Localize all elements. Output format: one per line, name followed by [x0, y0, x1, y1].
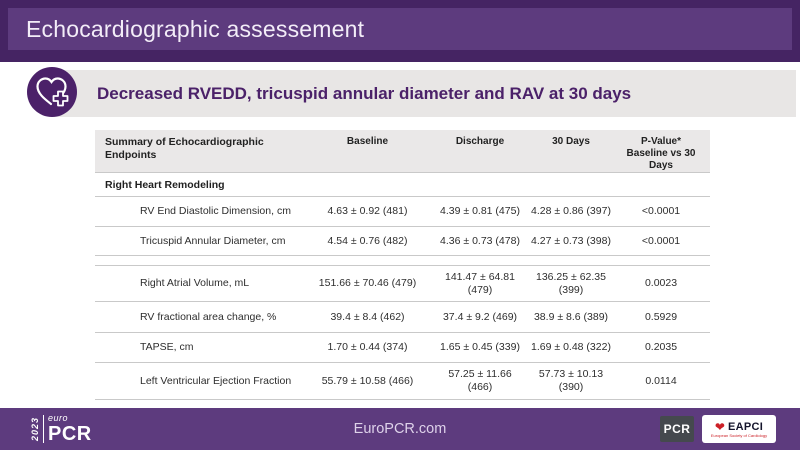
- table-header-cell: Discharge: [455, 136, 505, 147]
- page-title: Echocardiographic assessement: [26, 15, 365, 42]
- table-cell: 151.66 ± 70.46 (479): [318, 277, 417, 290]
- table-row: Right Atrial Volume, mL 151.66 ± 70.46 (4…: [95, 266, 710, 302]
- table-cell: 37.4 ± 9.2 (469): [442, 310, 518, 323]
- table-row: RV End Diastolic Dimension, cm 4.63 ± 0.9…: [95, 197, 710, 227]
- table-cell: 1.70 ± 0.44 (374): [327, 341, 408, 354]
- table-cell: 0.2035: [644, 341, 678, 354]
- eapci-row: ❤ EAPCI: [715, 421, 763, 433]
- table-cell: TAPSE, cm: [140, 341, 194, 354]
- table-cell: 1.69 ± 0.48 (322): [531, 341, 611, 354]
- footer-bar: EuroPCR.com 2023 euro PCR PCR ❤ EAPCI Eu…: [0, 408, 800, 450]
- table-cell: 0.5929: [644, 310, 678, 323]
- table-cell: 4.63 ± 0.92 (481): [327, 205, 408, 218]
- table-cell: 141.47 ± 64.81 (479): [445, 270, 515, 296]
- table-header-cell: P-Value* Baseline vs 30 Days: [626, 136, 696, 171]
- table-row: Tricuspid Annular Diameter, cm 4.54 ± 0.7…: [95, 227, 710, 256]
- table-header-row: Summary of Echocardiographic Endpoints B…: [95, 130, 710, 173]
- pcr-badge: PCR: [660, 416, 694, 442]
- table-cell: Tricuspid Annular Diameter, cm: [140, 234, 286, 247]
- table-header-cell: Summary of Echocardiographic Endpoints: [105, 136, 264, 161]
- table-spacer-row: [95, 256, 710, 266]
- table-cell: 4.36 ± 0.73 (478): [440, 234, 520, 247]
- eapci-name: EAPCI: [727, 420, 764, 433]
- table-cell: Left Ventricular Ejection Fraction: [140, 374, 292, 387]
- table-cell: 1.65 ± 0.45 (339): [440, 341, 520, 354]
- table-cell: 0.0023: [644, 277, 678, 290]
- table-header-cell: 30 Days: [552, 136, 590, 147]
- eapci-heart-icon: ❤: [714, 419, 725, 434]
- table-body: RV End Diastolic Dimension, cm 4.63 ± 0.9…: [95, 197, 710, 400]
- table-cell: 0.0114: [645, 374, 677, 387]
- eapci-tagline: European Society of Cardiology: [710, 432, 768, 438]
- table-cell: 57.25 ± 11.66 (466): [448, 368, 512, 393]
- table-section-row: Right Heart Remodeling: [95, 173, 710, 197]
- table-cell: 38.9 ± 8.6 (389): [533, 310, 609, 323]
- table-cell: Right Atrial Volume, mL: [140, 277, 250, 290]
- section-title: Right Heart Remodeling: [105, 178, 225, 191]
- title-band: Echocardiographic assessement: [0, 0, 800, 62]
- subtitle-text: Decreased RVEDD, tricuspid annular diame…: [97, 83, 632, 103]
- logo-stack: euro PCR: [48, 413, 92, 445]
- logo-year: 2023: [30, 416, 40, 442]
- table-row: Left Ventricular Ejection Fraction 55.79 …: [95, 363, 710, 400]
- table-cell: 4.27 ± 0.73 (398): [531, 234, 611, 247]
- footer-website: EuroPCR.com: [353, 421, 447, 437]
- title-bar: Echocardiographic assessement: [8, 8, 792, 50]
- table-row: RV fractional area change, % 39.4 ± 8.4 (…: [95, 302, 710, 333]
- logo-divider: [43, 415, 44, 443]
- table-cell: <0.0001: [641, 205, 681, 218]
- table-cell: 4.28 ± 0.86 (397): [531, 205, 611, 218]
- eapci-badge: ❤ EAPCI European Society of Cardiology: [702, 415, 776, 443]
- table-header-cell: Baseline: [346, 136, 389, 147]
- table-cell: <0.0001: [641, 234, 681, 247]
- europcr-logo: 2023 euro PCR: [30, 413, 92, 445]
- logo-pcr-text: PCR: [48, 423, 92, 445]
- table-cell: 39.4 ± 8.4 (462): [330, 310, 405, 323]
- table-cell: RV End Diastolic Dimension, cm: [140, 205, 291, 218]
- table-cell: 4.39 ± 0.81 (475): [440, 205, 520, 218]
- endpoints-table: Summary of Echocardiographic Endpoints B…: [95, 130, 710, 400]
- table-cell: RV fractional area change, %: [140, 310, 277, 323]
- table-row: TAPSE, cm 1.70 ± 0.44 (374) 1.65 ± 0.45 (3…: [95, 333, 710, 363]
- logo-euro-text: euro: [48, 413, 69, 423]
- subtitle-banner: Decreased RVEDD, tricuspid annular diame…: [52, 70, 796, 117]
- heart-plus-icon: [27, 67, 77, 117]
- table-cell: 57.73 ± 10.13 (390): [538, 368, 604, 393]
- table-cell: 136.25 ± 62.35 (399): [536, 270, 606, 296]
- table-cell: 4.54 ± 0.76 (482): [327, 234, 408, 247]
- table-cell: 55.79 ± 10.58 (466): [321, 374, 414, 387]
